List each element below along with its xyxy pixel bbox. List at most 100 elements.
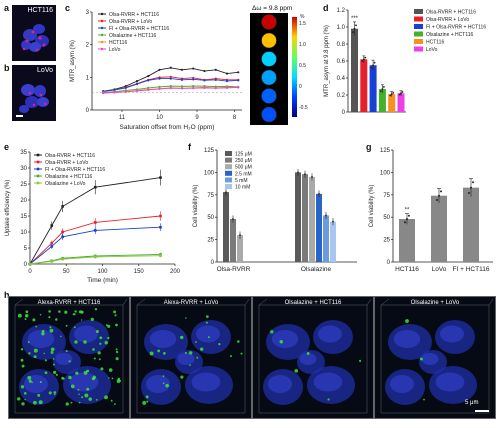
green-puncta	[24, 318, 27, 321]
bar-1-4	[323, 215, 329, 262]
green-puncta	[157, 349, 161, 353]
green-puncta	[39, 380, 42, 384]
replicate-dot	[364, 56, 367, 59]
green-puncta	[60, 335, 62, 338]
y-tick-label: 0.2	[337, 93, 346, 99]
green-puncta	[48, 391, 52, 395]
legend-label: 250 μM	[235, 158, 252, 164]
data-point	[61, 257, 64, 261]
replicate-dot	[472, 181, 474, 184]
chart-e-line: 0 5 10 15 20 25 30 35 Uptake efficiency (%) 0 50 10…	[5, 150, 181, 284]
data-point	[192, 85, 195, 88]
nucleus-highlight	[421, 353, 439, 365]
bar-0-2	[237, 235, 243, 262]
panel-g-label: g	[366, 142, 372, 152]
h-panel-olsalazine-hct116-label: Olsalazine + HCT116	[284, 300, 342, 306]
panel-h-label: h	[4, 290, 10, 300]
colorbar-title: Δω = 9.8 ppm	[252, 5, 293, 12]
data-point	[237, 79, 240, 82]
h-scale-text: 5 μm	[465, 400, 479, 406]
volume-box-edge	[244, 298, 250, 306]
green-puncta	[48, 316, 51, 319]
colorbar-tick: 1.5	[299, 21, 306, 27]
legend-marker	[36, 181, 40, 185]
green-puncta	[33, 400, 37, 405]
green-puncta	[48, 310, 51, 313]
y-tick-label: 20	[20, 198, 27, 204]
x-tick-label: 150	[134, 269, 145, 275]
replicate-dot	[398, 93, 401, 96]
green-puncta	[97, 351, 101, 355]
nucleus-highlight	[435, 372, 465, 392]
green-puncta	[423, 398, 425, 401]
data-point	[225, 80, 229, 83]
replicate-dot	[380, 90, 382, 93]
green-puncta	[68, 360, 71, 363]
legend-marker	[36, 160, 40, 164]
green-puncta	[44, 359, 47, 362]
green-puncta	[117, 377, 121, 381]
x-tick-label: 8	[233, 115, 237, 121]
y-tick-label: 5	[24, 246, 28, 252]
x-tick-label: 200	[170, 269, 181, 275]
x-tick-label: 11	[119, 115, 126, 121]
green-puncta	[119, 379, 122, 382]
replicate-dot	[406, 217, 408, 220]
legend-label: FI + Olsa-RVRR + HCT116	[45, 167, 105, 173]
data-point	[203, 79, 206, 82]
green-puncta	[306, 352, 310, 355]
green-puncta	[163, 351, 166, 355]
x-category-label: LoVo	[432, 266, 447, 273]
y-tick-label: 0.8	[337, 42, 346, 48]
data-point	[225, 72, 229, 75]
data-point	[180, 87, 184, 90]
green-puncta	[405, 319, 409, 323]
data-point	[159, 176, 162, 179]
green-puncta	[50, 351, 54, 354]
phantom-tube	[261, 32, 277, 49]
replicate-dot	[311, 175, 313, 178]
green-puncta	[92, 348, 95, 351]
green-puncta	[27, 341, 30, 344]
x-axis-title: Time (min)	[87, 277, 118, 284]
data-point	[203, 86, 206, 89]
y-tick-label: 0.6	[337, 59, 346, 65]
y-tick-label: 25	[20, 182, 27, 188]
phantom-tube	[261, 69, 277, 86]
legend-swatch	[414, 46, 423, 52]
volume-box-edge	[488, 298, 494, 306]
legend-marker	[36, 167, 40, 171]
y-tick-label: 75	[383, 193, 390, 199]
volume-box-edge	[258, 298, 268, 306]
colorbar	[292, 17, 297, 117]
nucleus-highlight	[55, 353, 73, 365]
legend-label: Olsa-RVRR + HCT116	[45, 153, 95, 159]
replicate-dot	[332, 220, 334, 223]
data-point	[147, 79, 150, 82]
green-puncta	[115, 350, 119, 354]
green-puncta	[53, 363, 55, 366]
y-tick-label: 0	[387, 260, 391, 266]
replicate-dot	[304, 173, 306, 176]
green-puncta	[33, 355, 37, 359]
legend-label: 500 μM	[235, 165, 252, 171]
y-tick-label: 1.0	[337, 25, 346, 31]
legend-swatch	[225, 184, 232, 189]
green-puncta	[35, 325, 37, 328]
nucleus-highlight	[196, 325, 220, 343]
green-puncta	[113, 310, 117, 314]
green-puncta	[20, 348, 24, 351]
replicate-dot	[225, 191, 227, 194]
data-point	[169, 66, 172, 69]
legend-marker	[100, 26, 104, 30]
h-panel-olsalazine-hct116-image	[258, 298, 372, 414]
green-puncta	[65, 350, 68, 353]
y-axis-title: Cell viability (%)	[193, 185, 199, 228]
legend-label: HCT116	[426, 40, 444, 46]
y-tick-label: 1	[86, 75, 90, 81]
green-puncta	[50, 347, 55, 352]
volume-box-outline	[380, 304, 490, 414]
data-point	[61, 205, 64, 208]
green-puncta	[188, 351, 193, 355]
replicate-dot	[232, 218, 234, 220]
